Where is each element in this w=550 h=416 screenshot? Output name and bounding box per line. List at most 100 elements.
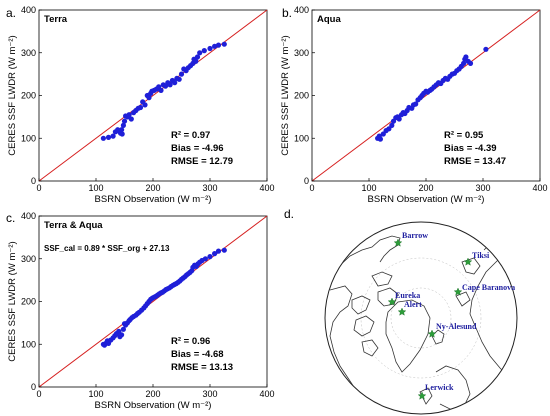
data-point (137, 104, 144, 111)
y-tick-label: 0 (31, 382, 36, 392)
x-axis-label: BSRN Observation (W m⁻²) (95, 194, 212, 205)
data-point (167, 82, 173, 88)
data-point (483, 46, 489, 52)
x-tick-label: 200 (145, 183, 160, 193)
x-tick-label: 100 (361, 183, 376, 193)
data-point (193, 58, 199, 64)
panel-title: Terra & Aqua (44, 220, 103, 231)
y-axis-label: CERES SSF LWDR (W m⁻²) (280, 35, 291, 155)
station-marker (393, 238, 403, 247)
data-point (221, 247, 227, 253)
data-point (194, 54, 201, 60)
data-point (146, 95, 152, 101)
data-point (172, 80, 178, 86)
station-marker (453, 287, 463, 296)
y-tick-label: 300 (21, 48, 36, 58)
x-tick-label: 0 (36, 389, 41, 399)
data-point (413, 101, 419, 107)
station-label: Ny-Alesund (436, 322, 477, 331)
y-tick-label: 300 (294, 48, 309, 58)
data-point (120, 122, 126, 128)
data-point (197, 50, 203, 56)
stat-line: R² = 0.96 (171, 336, 210, 347)
stat-line: R² = 0.97 (171, 130, 210, 141)
y-tick-label: 400 (294, 5, 309, 15)
x-axis-label: BSRN Observation (W m⁻²) (95, 400, 212, 411)
map-boundary (324, 221, 518, 415)
y-tick-label: 300 (21, 254, 36, 264)
x-tick-label: 0 (36, 183, 41, 193)
x-tick-label: 0 (309, 183, 314, 193)
data-point (212, 251, 218, 257)
data-point (461, 60, 467, 66)
panel-letter: a. (6, 6, 16, 20)
panel-a: a. 0 100 200 300 400 0 100 200 300 400 BSRN Observa… (6, 5, 275, 205)
station-marker (417, 391, 427, 400)
stat-line: Bias = -4.96 (171, 143, 224, 154)
panel-c: c. 0 100 200 300 400 0 100 200 300 400 BSRN Observa… (6, 211, 275, 411)
y-tick-label: 200 (294, 91, 309, 101)
data-point (202, 256, 208, 262)
data-point (389, 122, 395, 128)
data-point (212, 43, 218, 49)
station-marker (397, 307, 407, 316)
data-point (105, 134, 112, 140)
data-point (142, 102, 148, 108)
station-label: Tiksi (472, 251, 490, 260)
data-point (119, 131, 125, 137)
x-tick-label: 200 (418, 183, 433, 193)
data-point (110, 133, 116, 139)
y-tick-label: 400 (21, 211, 36, 221)
data-point (467, 60, 474, 66)
y-tick-label: 200 (21, 91, 36, 101)
stat-line: Bias = -4.39 (444, 143, 497, 154)
panel-d-map: d. (284, 207, 518, 415)
y-tick-label: 0 (31, 176, 36, 186)
x-tick-label: 100 (88, 183, 103, 193)
data-point (207, 45, 213, 52)
data-point (126, 112, 132, 118)
station-label: Cape Baranova (462, 283, 515, 292)
data-point (201, 48, 207, 54)
station-label: Barrow (402, 231, 428, 240)
stat-line: RMSE = 13.47 (444, 156, 506, 167)
x-tick-label: 200 (145, 389, 160, 399)
station-label: Eureka (395, 291, 420, 300)
x-tick-label: 300 (202, 183, 217, 193)
data-point (100, 135, 106, 141)
x-tick-label: 300 (202, 389, 217, 399)
panel-letter: b. (282, 6, 292, 20)
data-point (119, 332, 125, 338)
panel-d-letter: d. (284, 207, 294, 221)
x-tick-label: 100 (88, 389, 103, 399)
data-point (121, 118, 128, 124)
panel-letter: c. (6, 211, 15, 225)
data-point (120, 326, 126, 332)
one-to-one-line (38, 9, 268, 182)
data-point (396, 116, 402, 122)
data-point (128, 116, 134, 122)
data-point (221, 41, 227, 47)
station-marker (427, 329, 437, 338)
x-tick-label: 300 (475, 183, 490, 193)
x-tick-label: 400 (532, 183, 547, 193)
stat-line: RMSE = 13.13 (171, 362, 233, 373)
y-axis-label: CERES SSF LWDR (W m⁻²) (7, 241, 18, 361)
station-label: Alert (404, 300, 422, 309)
station-marker (387, 297, 397, 306)
x-tick-label: 400 (259, 183, 274, 193)
y-axis-label: CERES SSF LWDR (W m⁻²) (7, 35, 18, 155)
one-to-one-line (311, 9, 541, 182)
data-point (158, 87, 164, 93)
one-to-one-line (38, 215, 268, 388)
data-point (119, 127, 125, 133)
station-marker (463, 257, 473, 266)
y-tick-label: 100 (294, 133, 309, 143)
data-point (463, 54, 469, 60)
stat-line: R² = 0.95 (444, 130, 484, 141)
y-tick-label: 200 (21, 297, 36, 307)
x-axis-label: BSRN Observation (W m⁻²) (368, 194, 485, 205)
panel-title: Terra (44, 14, 68, 25)
